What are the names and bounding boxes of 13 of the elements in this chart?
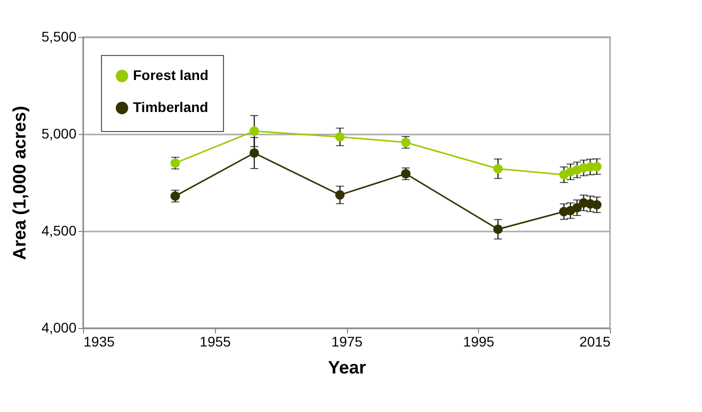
x-tick-label: 1975 [331, 334, 363, 350]
legend-label: Forest land [133, 67, 208, 83]
x-tick-label: 2015 [579, 334, 611, 350]
y-tick-label: 4,000 [41, 320, 77, 336]
y-tick-label: 4,500 [41, 222, 77, 238]
y-axis-title: Area (1,000 acres) [9, 106, 30, 260]
x-axis-title: Year [328, 358, 366, 378]
x-tick-label: 1995 [463, 334, 495, 350]
legend-label: Timberland [133, 99, 208, 115]
x-tick-label: 1955 [200, 334, 232, 350]
y-tick-label: 5,000 [41, 126, 77, 142]
x-tick-label: 1935 [84, 334, 115, 350]
y-tick-label: 5,500 [41, 28, 77, 44]
